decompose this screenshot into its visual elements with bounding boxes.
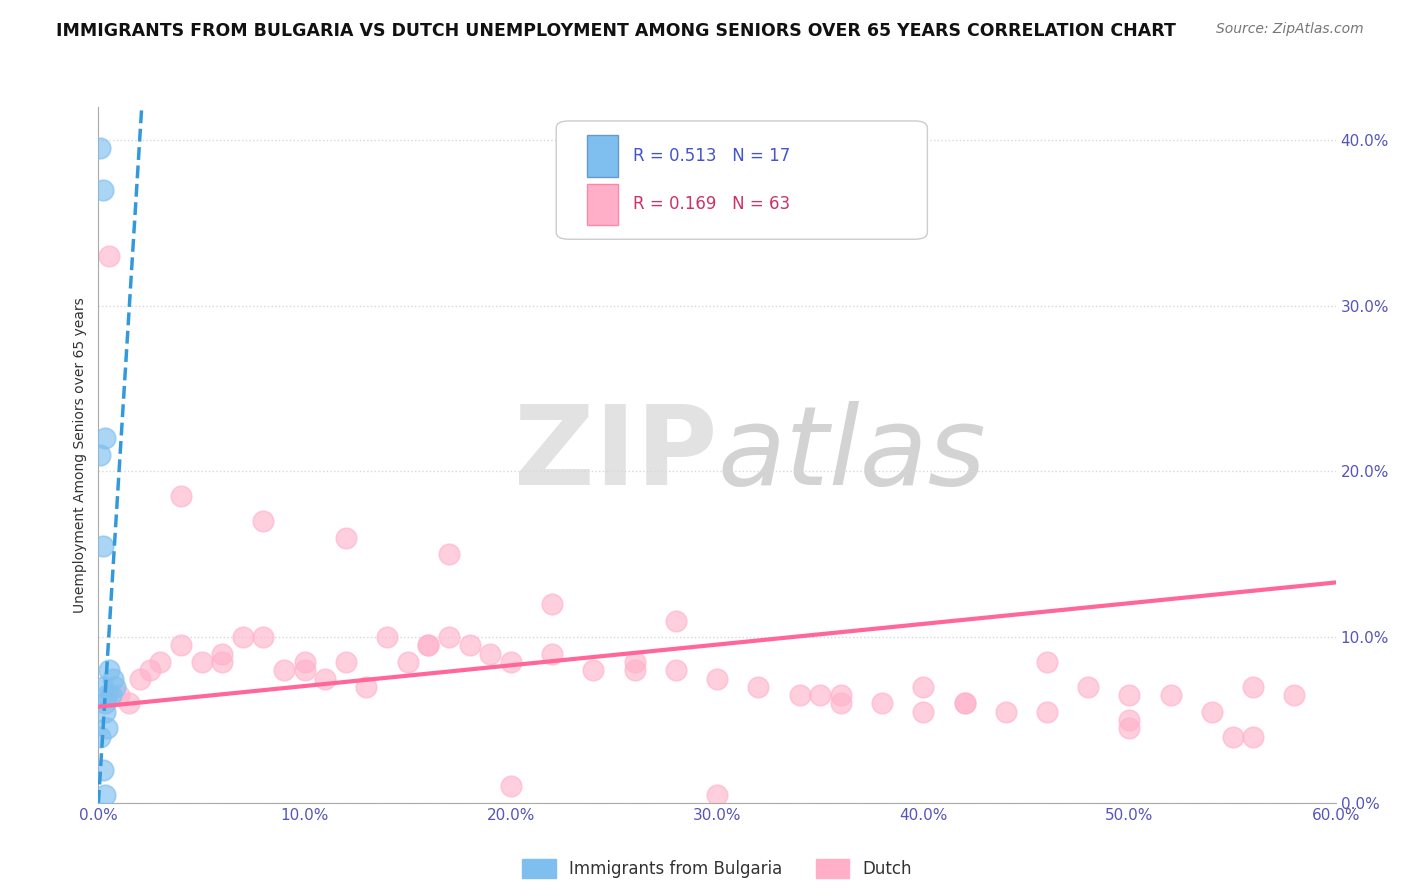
Text: ZIP: ZIP (513, 401, 717, 508)
Point (1284, 688, 1306, 702)
Text: Source: ZipAtlas.com: Source: ZipAtlas.com (1216, 22, 1364, 37)
Point (91, 183, 114, 197)
Point (93, 697, 115, 711)
Point (190, 655, 212, 669)
Text: atlas: atlas (717, 401, 986, 508)
Point (91, 539, 114, 553)
Point (335, 531, 357, 545)
Point (89, 448, 111, 462)
Point (335, 655, 357, 669)
Point (118, 697, 141, 711)
Point (830, 688, 852, 702)
Point (623, 655, 645, 669)
Text: R = 0.169   N = 63: R = 0.169 N = 63 (633, 195, 790, 213)
Point (100, 688, 122, 702)
Point (1036, 705, 1059, 719)
Point (211, 655, 233, 669)
Point (128, 672, 150, 686)
FancyBboxPatch shape (588, 135, 619, 177)
Point (1118, 721, 1140, 735)
Point (706, 788, 728, 802)
Point (139, 663, 162, 677)
FancyBboxPatch shape (588, 184, 619, 226)
Point (294, 655, 316, 669)
Point (479, 647, 502, 661)
Point (252, 514, 274, 528)
Point (97, 249, 120, 263)
Point (437, 630, 460, 644)
Point (706, 672, 728, 686)
Point (912, 680, 935, 694)
Point (93, 705, 115, 719)
Point (1241, 730, 1264, 744)
Point (665, 614, 688, 628)
Point (458, 639, 481, 653)
Text: IMMIGRANTS FROM BULGARIA VS DUTCH UNEMPLOYMENT AMONG SENIORS OVER 65 YEARS CORRE: IMMIGRANTS FROM BULGARIA VS DUTCH UNEMPL… (56, 22, 1175, 40)
Point (747, 680, 769, 694)
Point (294, 663, 316, 677)
Point (499, 779, 522, 793)
Point (93, 788, 115, 802)
Point (232, 630, 254, 644)
Point (499, 655, 522, 669)
Point (1160, 688, 1182, 702)
Point (808, 688, 831, 702)
Point (870, 697, 893, 711)
Point (396, 655, 419, 669)
Point (89, 730, 111, 744)
Point (91, 763, 114, 777)
Point (830, 697, 852, 711)
Point (89, 141, 111, 155)
Point (1118, 688, 1140, 702)
Point (356, 680, 378, 694)
Point (93, 431, 115, 445)
Point (541, 647, 564, 661)
Y-axis label: Unemployment Among Seniors over 65 years: Unemployment Among Seniors over 65 years (73, 297, 87, 613)
Point (252, 630, 274, 644)
Point (418, 639, 440, 653)
Point (101, 672, 124, 686)
Point (170, 639, 193, 653)
Point (97, 663, 120, 677)
Point (91, 680, 114, 694)
Point (96, 721, 118, 735)
Point (96, 688, 118, 702)
Point (789, 688, 811, 702)
Point (104, 680, 127, 694)
Point (953, 697, 976, 711)
Point (1077, 680, 1099, 694)
Point (418, 639, 440, 653)
Point (108, 688, 131, 702)
Point (1118, 713, 1140, 727)
Point (1241, 680, 1264, 694)
Point (314, 672, 336, 686)
Point (437, 547, 460, 561)
Point (149, 655, 172, 669)
Text: R = 0.513   N = 17: R = 0.513 N = 17 (633, 147, 790, 165)
Point (1201, 705, 1223, 719)
Legend: Immigrants from Bulgaria, Dutch: Immigrants from Bulgaria, Dutch (516, 853, 918, 885)
FancyBboxPatch shape (557, 121, 928, 239)
Point (665, 663, 688, 677)
Point (994, 705, 1017, 719)
Point (1036, 655, 1059, 669)
Point (211, 647, 233, 661)
Point (623, 663, 645, 677)
Point (1222, 730, 1244, 744)
Point (953, 697, 976, 711)
Point (912, 705, 935, 719)
Point (273, 663, 295, 677)
Point (541, 597, 564, 611)
Point (582, 663, 605, 677)
Point (170, 489, 193, 503)
Point (375, 630, 398, 644)
